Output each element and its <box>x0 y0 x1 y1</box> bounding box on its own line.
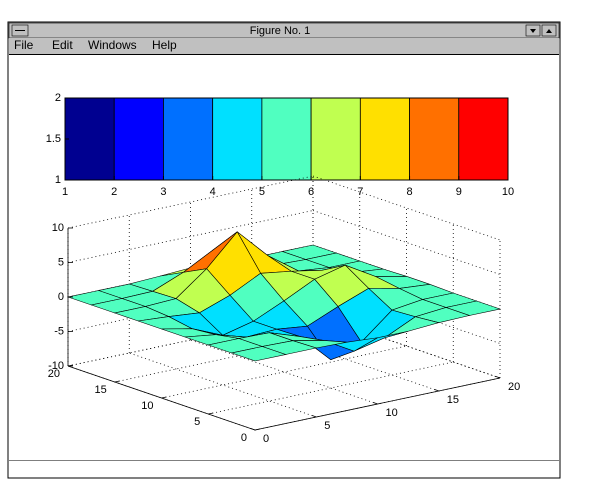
x-tick-label: 1 <box>62 186 68 198</box>
y-tick-label: 20 <box>48 368 60 380</box>
y-tick-label: 10 <box>141 400 153 412</box>
grid-line <box>161 345 407 399</box>
x-tick <box>373 402 378 405</box>
colorbar-cell <box>163 97 214 181</box>
x-tick-label: 4 <box>210 186 216 198</box>
y-tick <box>67 364 74 367</box>
x-tick-label: 7 <box>357 186 363 198</box>
colorbar-cell <box>261 97 312 181</box>
colorbar-cell <box>64 97 115 181</box>
colorbar-cell <box>359 97 410 181</box>
colorbar-cell <box>458 97 509 181</box>
z-tick-label: -5 <box>54 325 64 337</box>
x-tick <box>495 376 501 379</box>
y-tick <box>114 380 120 383</box>
colorbar-cell <box>113 97 164 181</box>
x-tick <box>250 428 256 431</box>
grid-line <box>67 210 314 263</box>
grid-line <box>190 339 378 405</box>
x-tick-label: 8 <box>406 186 412 198</box>
colorbar-cell <box>310 97 361 181</box>
menu-item[interactable]: File <box>14 38 34 52</box>
x-tick-label: 9 <box>456 186 462 198</box>
y-tick <box>254 428 261 431</box>
colorbar-cell <box>409 97 460 181</box>
y-tick-label: 5 <box>194 416 200 428</box>
x-tick-label: 2 <box>111 186 117 198</box>
x-tick-label: 10 <box>502 186 514 198</box>
x-tick <box>312 415 317 418</box>
grid-line <box>312 210 501 275</box>
z-tick-label: 0 <box>58 291 64 303</box>
x-tick-label: 6 <box>308 186 314 198</box>
x-tick-label: 3 <box>160 186 166 198</box>
grid-line <box>129 352 317 418</box>
menu-item[interactable]: Windows <box>88 38 137 52</box>
y-tick-label: 1 <box>55 174 61 186</box>
y-tick-label: 1.5 <box>46 133 61 145</box>
x-tick-label: 10 <box>386 407 398 419</box>
surface-face <box>230 346 287 362</box>
grid-line <box>208 361 454 415</box>
z-tick-label: 5 <box>58 256 64 268</box>
window-frame <box>7 21 561 479</box>
x-tick-label: 15 <box>447 394 459 406</box>
grid-line <box>67 175 314 229</box>
y-tick-label: 2 <box>55 92 61 104</box>
x-tick-label: 0 <box>263 433 269 445</box>
x-tick <box>434 389 439 392</box>
y-tick-label: 0 <box>241 432 247 444</box>
z-tick-label: 10 <box>52 222 64 234</box>
maximize-icon <box>546 29 552 33</box>
x-tick-label: 20 <box>508 381 520 393</box>
x-tick-label: 5 <box>259 186 265 198</box>
y-tick <box>161 396 167 399</box>
menu-bar <box>9 38 559 54</box>
menu-item[interactable]: Help <box>152 38 177 52</box>
window-title: Figure No. 1 <box>250 25 311 37</box>
minimize-icon <box>530 29 536 33</box>
menu-item[interactable]: Edit <box>52 38 73 52</box>
z-tick-label: -10 <box>48 360 64 372</box>
colorbar-cell <box>212 97 263 181</box>
grid-line <box>312 175 501 241</box>
y-tick-label: 15 <box>95 384 107 396</box>
x-tick-label: 5 <box>324 420 330 432</box>
y-tick <box>208 412 214 415</box>
